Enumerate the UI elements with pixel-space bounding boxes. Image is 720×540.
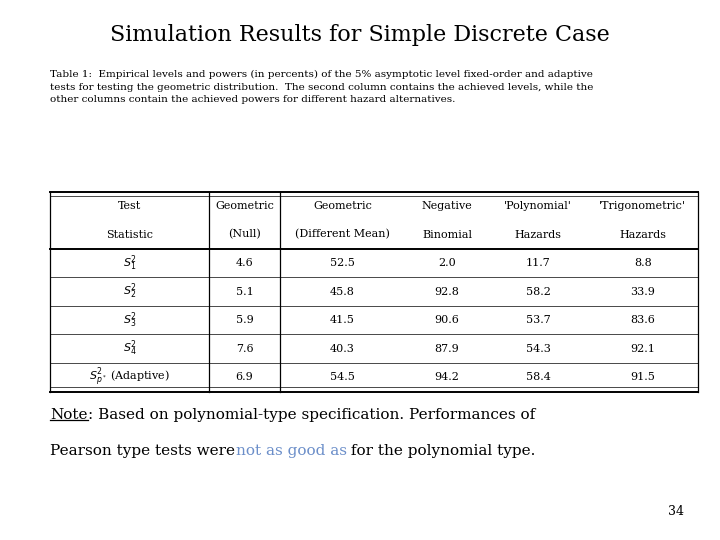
Text: Pearson type tests were: Pearson type tests were [50,444,240,458]
Text: Table 1:  Empirical levels and powers (in percents) of the 5% asymptotic level f: Table 1: Empirical levels and powers (in… [50,70,594,104]
Text: 2.0: 2.0 [438,258,456,268]
Text: 58.2: 58.2 [526,287,551,296]
Text: 4.6: 4.6 [235,258,253,268]
Text: Negative: Negative [422,201,472,211]
Text: 33.9: 33.9 [630,287,655,296]
Text: Statistic: Statistic [107,230,153,240]
Text: 45.8: 45.8 [330,287,355,296]
Text: $S_1^2$: $S_1^2$ [122,253,137,273]
Text: 53.7: 53.7 [526,315,551,325]
Text: 6.9: 6.9 [235,372,253,382]
Text: (Null): (Null) [228,230,261,240]
Text: 41.5: 41.5 [330,315,355,325]
Text: $S_4^2$: $S_4^2$ [122,339,137,359]
Text: 83.6: 83.6 [630,315,655,325]
Text: Simulation Results for Simple Discrete Case: Simulation Results for Simple Discrete C… [110,24,610,46]
Text: 'Trigonometric': 'Trigonometric' [599,201,686,211]
Text: Geometric: Geometric [313,201,372,211]
Text: 90.6: 90.6 [435,315,459,325]
Text: 91.5: 91.5 [630,372,655,382]
Text: 11.7: 11.7 [526,258,551,268]
Text: 5.1: 5.1 [235,287,253,296]
Text: 92.1: 92.1 [630,343,655,354]
Text: $S_{p^*}^2$ (Adaptive): $S_{p^*}^2$ (Adaptive) [89,366,170,389]
Text: 52.5: 52.5 [330,258,355,268]
Text: $S_2^2$: $S_2^2$ [122,282,137,301]
Text: 54.5: 54.5 [330,372,355,382]
Text: Note: Note [50,408,88,422]
Text: 40.3: 40.3 [330,343,355,354]
Text: 5.9: 5.9 [235,315,253,325]
Text: 'Polynomial': 'Polynomial' [504,201,572,211]
Text: Test: Test [118,201,141,211]
Text: not as good as: not as good as [236,444,347,458]
Text: Hazards: Hazards [515,230,562,240]
Text: 34: 34 [668,505,684,518]
Text: for the polynomial type.: for the polynomial type. [346,444,536,458]
Text: $S_3^2$: $S_3^2$ [122,310,137,330]
Text: (Different Mean): (Different Mean) [295,230,390,240]
Text: Binomial: Binomial [422,230,472,240]
Text: 92.8: 92.8 [435,287,459,296]
Text: : Based on polynomial-type specification. Performances of: : Based on polynomial-type specification… [88,408,535,422]
Text: 87.9: 87.9 [435,343,459,354]
Text: 7.6: 7.6 [235,343,253,354]
Text: 94.2: 94.2 [435,372,459,382]
Text: Geometric: Geometric [215,201,274,211]
Text: 54.3: 54.3 [526,343,551,354]
Text: Hazards: Hazards [619,230,666,240]
Text: 58.4: 58.4 [526,372,551,382]
Text: 8.8: 8.8 [634,258,652,268]
